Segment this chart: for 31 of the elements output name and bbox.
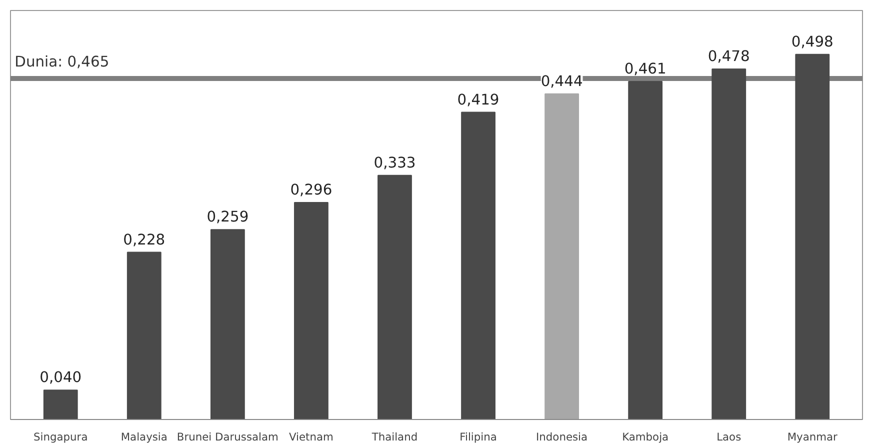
bar — [126, 252, 162, 420]
x-tick-label: Filipina — [460, 430, 497, 444]
data-label: 0,296 — [290, 181, 332, 198]
bar — [378, 174, 412, 420]
x-tick-label: Brunei Darussalam — [176, 430, 278, 444]
x-tick-label: Vietnam — [289, 430, 334, 444]
bar — [294, 202, 328, 420]
bar — [712, 68, 746, 420]
x-tick-label: Indonesia — [536, 430, 588, 444]
data-label: 0,498 — [791, 33, 834, 50]
x-tick-label: Kamboja — [622, 430, 669, 444]
bar — [795, 54, 830, 420]
x-tick-label: Myanmar — [787, 430, 838, 444]
bar — [544, 93, 579, 420]
x-tick-label: Malaysia — [120, 430, 168, 444]
data-label: 0,444 — [540, 72, 583, 90]
data-label: 0,333 — [374, 154, 416, 172]
bar — [43, 390, 78, 420]
data-label: 0,228 — [123, 231, 166, 248]
x-tick-label: Thailand — [370, 430, 418, 444]
data-label: 0,259 — [206, 208, 249, 226]
bar — [461, 112, 496, 420]
data-label: 0,419 — [457, 91, 500, 108]
ref-line-label: Dunia: 0,465 — [14, 54, 110, 71]
bar — [210, 229, 245, 420]
x-tick-label: Singapura — [34, 430, 88, 444]
data-label: 0,478 — [708, 48, 750, 65]
x-tick-label: Laos — [716, 430, 742, 444]
data-label: 0,040 — [40, 369, 82, 386]
bar — [628, 80, 663, 420]
data-label: 0,461 — [624, 60, 666, 78]
